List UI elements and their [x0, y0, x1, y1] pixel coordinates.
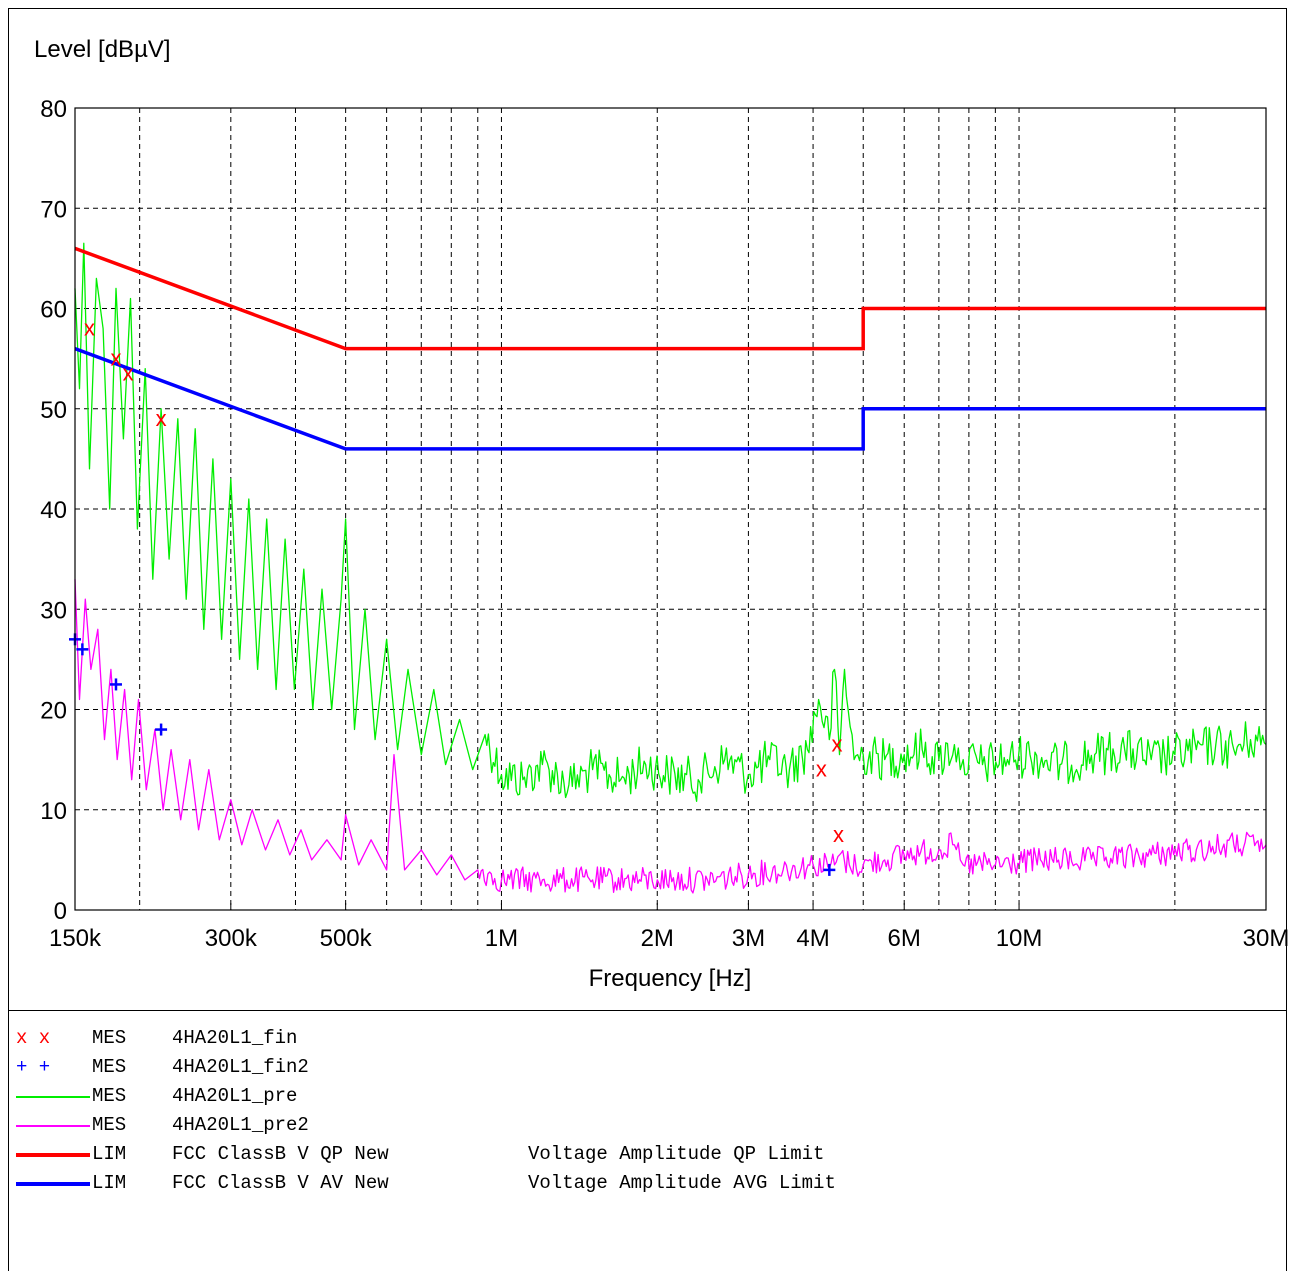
legend-type: MES — [92, 1114, 127, 1136]
y-tick-label: 80 — [40, 96, 67, 123]
legend-line-swatch — [16, 1125, 90, 1127]
x-tick-label: 4M — [796, 925, 829, 952]
legend-type: LIM — [92, 1143, 127, 1165]
y-tick-label: 50 — [40, 397, 67, 424]
y-tick-label: 70 — [40, 196, 67, 223]
tick-labels: 0 10 20 30 40 50 60 70 80 150k 300k 500k 1M 2M 3M 4M 6M 1… — [40, 96, 1289, 952]
legend-text: MES 4HA20L1_pre2 — [92, 1111, 528, 1140]
legend-text: LIM FCC ClassB V AV New Voltage Amplitude … — [92, 1169, 836, 1198]
marker-x-4HA20L1_fin: x — [110, 346, 121, 371]
legend-symbol — [16, 1140, 92, 1169]
marker-x-4HA20L1_fin: x — [156, 406, 167, 431]
limit-line-FCC-ClassB-V-QP-New — [74, 246, 1266, 351]
legend-divider — [8, 1010, 1287, 1011]
x-tick-label: 10M — [996, 925, 1043, 952]
legend-symbol — [16, 1082, 92, 1111]
legend-type: MES — [92, 1056, 127, 1078]
series-line-4HA20L1_pre — [74, 242, 1267, 802]
grid — [75, 107, 1266, 910]
legend-symbol — [16, 1169, 92, 1198]
legend-type: MES — [92, 1085, 127, 1107]
legend-description: Voltage Amplitude QP Limit — [528, 1143, 825, 1165]
legend-series-name: 4HA20L1_fin2 — [172, 1056, 309, 1078]
legend-text: LIM FCC ClassB V QP New Voltage Amplitude … — [92, 1140, 824, 1169]
marker-x-4HA20L1_fin: x — [832, 732, 843, 757]
x-tick-label: 6M — [888, 925, 921, 952]
x-tick-label: 2M — [641, 925, 674, 952]
marker-plus-4HA20L1_fin2 — [155, 723, 168, 736]
x-tick-label: 1M — [485, 925, 518, 952]
legend-symbol: x x — [16, 1027, 51, 1049]
y-axis-label: Level [dBµV] — [34, 36, 171, 63]
legend-text: MES 4HA20L1_fin — [92, 1024, 528, 1053]
x-tick-label: 500k — [320, 925, 373, 952]
series-line-4HA20L1_pre2 — [74, 579, 1267, 894]
x-tick-label: 30M — [1243, 925, 1289, 952]
legend-text: MES 4HA20L1_pre — [92, 1082, 528, 1111]
legend-symbol — [16, 1111, 92, 1140]
limit-line-FCC-ClassB-V-AV-New — [74, 346, 1266, 451]
y-tick-label: 20 — [40, 698, 67, 725]
legend-description: Voltage Amplitude AVG Limit — [528, 1172, 836, 1194]
y-tick-label: 40 — [40, 497, 67, 524]
marker-plus-4HA20L1_fin2 — [76, 643, 89, 656]
x-tick-label: 3M — [732, 925, 765, 952]
marker-plus-4HA20L1_fin2 — [109, 678, 122, 691]
legend-series-name: 4HA20L1_pre — [172, 1085, 298, 1107]
x-tick-label: 300k — [205, 925, 258, 952]
legend-text: MES 4HA20L1_fin2 — [92, 1053, 528, 1082]
marker-x-4HA20L1_fin: x — [816, 757, 827, 782]
legend-series-name: 4HA20L1_pre2 — [172, 1114, 309, 1136]
plot-border — [74, 107, 1267, 911]
marker-plus-4HA20L1_fin2 — [823, 863, 836, 876]
y-tick-label: 30 — [40, 597, 67, 624]
legend-type: LIM — [92, 1172, 127, 1194]
legend-type: MES — [92, 1027, 127, 1049]
y-tick-label: 0 — [54, 898, 67, 925]
y-tick-label: 10 — [40, 798, 67, 825]
x-tick-label: 150k — [49, 925, 102, 952]
legend-symbol: + + — [16, 1056, 51, 1078]
marker-x-4HA20L1_fin: x — [84, 316, 95, 341]
legend-line-swatch — [16, 1096, 90, 1098]
x-axis-label: Frequency [Hz] — [589, 965, 752, 992]
legend-series-name: 4HA20L1_fin — [172, 1027, 298, 1049]
legend-line-swatch — [16, 1153, 90, 1157]
marker-x-4HA20L1_fin: x — [123, 361, 134, 386]
y-tick-label: 60 — [40, 297, 67, 324]
legend-series-name: FCC ClassB V AV New — [172, 1172, 389, 1194]
marker-x-4HA20L1_fin: x — [833, 822, 844, 847]
legend-line-swatch — [16, 1182, 90, 1186]
legend-series-name: FCC ClassB V QP New — [172, 1143, 389, 1165]
